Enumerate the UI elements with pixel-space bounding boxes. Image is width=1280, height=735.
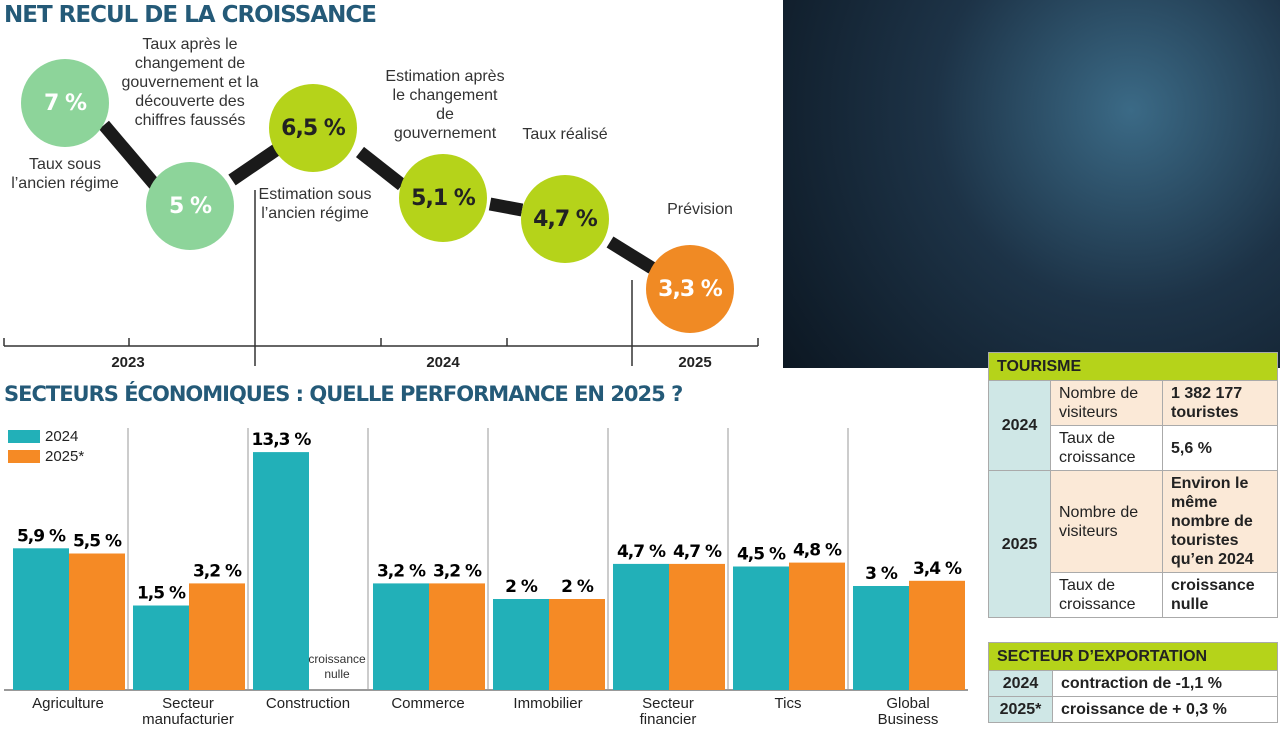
time-axis — [3, 190, 759, 366]
growth-circle: 5 % — [146, 162, 234, 250]
bar-value-label: 3,2 % — [433, 561, 482, 581]
tourisme-table: TOURISME 2024 Nombre de visiteurs 1 382 17… — [988, 352, 1278, 618]
bar-value-label: 4,7 % — [617, 542, 666, 562]
bar-value-label: 2 % — [561, 577, 594, 597]
connectors — [99, 120, 656, 274]
bar-2024 — [13, 548, 69, 690]
growth-label: Estimation sous l’ancien régime — [258, 186, 372, 222]
category-label: Commerce — [391, 695, 464, 712]
bar-value-label: 3,2 % — [377, 561, 426, 581]
category-label: financier — [640, 711, 697, 728]
growth-circle: 3,3 % — [646, 245, 734, 333]
category-label: Global — [886, 695, 929, 712]
growth-circle: 7 % — [21, 59, 109, 147]
photo-hand-calculator — [783, 0, 1280, 368]
category-label: Secteur — [162, 695, 214, 712]
bar-value-label: 4,8 % — [793, 541, 842, 561]
legend-2025: 2025* — [8, 448, 84, 465]
bar-2025* — [909, 580, 965, 690]
growth-label: Taux réalisé — [522, 126, 608, 143]
year-2024: 2024 — [426, 354, 460, 371]
bar-2024 — [373, 583, 429, 690]
bar-value-label: 3,4 % — [913, 559, 962, 579]
bar-value-label: 5,9 % — [17, 526, 66, 546]
bar-value-label: 1,5 % — [137, 584, 186, 604]
growth-circle: 4,7 % — [521, 175, 609, 263]
category-label: Construction — [266, 695, 350, 712]
bar-2025* — [789, 562, 845, 690]
growth-label: Estimation après le changement de gouver… — [385, 68, 505, 142]
bar-2025* — [549, 599, 605, 690]
bar-value-label: 4,5 % — [737, 545, 786, 565]
year-2023: 2023 — [111, 354, 145, 371]
bar-value-label: 4,7 % — [673, 542, 722, 562]
bar-value-label: 3 % — [865, 564, 898, 584]
bar-2024 — [733, 566, 789, 690]
null-growth-label: croissance — [308, 652, 366, 666]
chart-title: SECTEURS ÉCONOMIQUES : QUELLE PERFORMANC… — [4, 382, 683, 406]
bar-value-label: 13,3 % — [252, 430, 312, 450]
bar-value-label: 3,2 % — [193, 561, 242, 581]
growth-label: Taux sous l’ancien régime — [11, 156, 119, 192]
category-label: Immobilier — [513, 695, 582, 712]
bar-2024 — [493, 599, 549, 690]
bar-2024 — [853, 586, 909, 690]
growth-label: Prévision — [667, 201, 733, 218]
year-2025: 2025 — [678, 354, 712, 371]
bar-2024 — [253, 452, 309, 690]
category-label: Agriculture — [32, 695, 104, 712]
bar-2025* — [429, 583, 485, 690]
bar-2025* — [69, 553, 125, 690]
tourisme-title: TOURISME — [988, 352, 1278, 381]
bar-2024 — [613, 563, 669, 690]
growth-label: Taux après le changement de gouvernement… — [121, 36, 259, 129]
bar-value-label: 2 % — [505, 577, 538, 597]
growth-circle: 6,5 % — [269, 84, 357, 172]
bar-2025* — [189, 583, 245, 690]
legend-2024: 2024 — [8, 428, 78, 445]
category-label: manufacturier — [142, 711, 234, 728]
null-growth-label: nulle — [324, 667, 350, 681]
category-label: Tics — [775, 695, 802, 712]
category-label: Business — [878, 711, 939, 728]
export-table: SECTEUR D’EXPORTATION 2024 contraction de… — [988, 642, 1278, 723]
growth-circle: 5,1 % — [399, 154, 487, 242]
growth-title: NET RECUL DE LA CROISSANCE — [4, 2, 377, 28]
export-title: SECTEUR D’EXPORTATION — [988, 642, 1278, 671]
category-label: Secteur — [642, 695, 694, 712]
growth-timeline — [3, 120, 759, 366]
bar-2024 — [133, 605, 189, 690]
bar-value-label: 5,5 % — [73, 532, 122, 552]
bar-2025* — [669, 563, 725, 690]
